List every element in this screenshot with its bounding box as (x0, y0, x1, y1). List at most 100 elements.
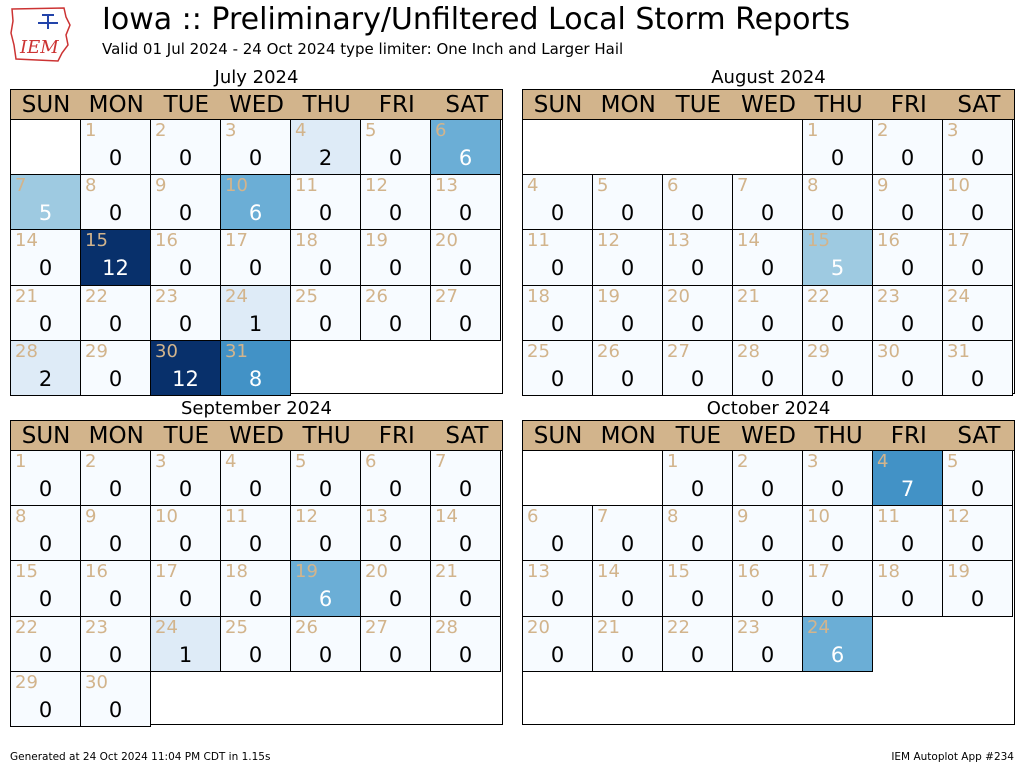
day-value: 0 (108, 201, 123, 226)
day-value: 0 (690, 366, 705, 391)
day-number: 7 (15, 175, 27, 197)
day-number: 22 (807, 285, 830, 307)
day-number: 14 (435, 506, 458, 528)
day-cell: 16 0 (80, 560, 151, 617)
day-number: 21 (15, 285, 38, 307)
day-number: 5 (295, 451, 307, 472)
day-value: 0 (108, 366, 123, 391)
day-number: 31 (947, 340, 970, 362)
day-value: 0 (620, 201, 635, 226)
day-value: 0 (970, 366, 985, 391)
day-number: 24 (807, 616, 830, 638)
day-number: 14 (737, 230, 760, 252)
day-number: 22 (85, 285, 108, 307)
day-cell: 20 0 (360, 560, 431, 617)
day-number: 26 (365, 285, 388, 307)
day-number: 5 (597, 175, 609, 197)
day-value: 0 (38, 256, 53, 281)
weekday-label: TUE (163, 92, 210, 118)
day-number: 4 (225, 451, 237, 472)
weekday-label: MON (600, 423, 656, 449)
day-value: 0 (248, 587, 263, 612)
day-value: 0 (900, 532, 915, 557)
day-value: 0 (38, 532, 53, 557)
day-value: 0 (830, 146, 845, 170)
day-cell: 10 0 (802, 505, 873, 562)
day-number: 7 (737, 175, 749, 197)
day-number: 9 (877, 175, 889, 197)
day-cell: 12 0 (942, 505, 1013, 562)
day-value: 1 (248, 311, 263, 336)
day-number: 21 (435, 561, 458, 583)
day-cell: 16 0 (150, 229, 221, 286)
day-number: 13 (527, 561, 550, 583)
weekday-label: WED (229, 92, 284, 118)
day-number: 31 (225, 340, 248, 362)
day-number: 28 (737, 340, 760, 362)
weekday-label: SUN (533, 92, 583, 118)
day-value: 0 (318, 201, 333, 226)
day-number: 10 (155, 506, 178, 528)
weekday-label: WED (741, 423, 796, 449)
day-number: 6 (365, 451, 377, 472)
day-cell: 18 0 (522, 284, 593, 341)
day-value: 12 (172, 366, 199, 391)
day-value: 6 (830, 642, 845, 667)
day-number: 17 (225, 230, 248, 252)
day-value: 1 (178, 642, 193, 667)
logo-text: IEM (19, 37, 59, 58)
day-value: 0 (388, 146, 403, 170)
day-number: 17 (947, 230, 970, 252)
day-number: 19 (365, 230, 388, 252)
day-value: 0 (690, 201, 705, 226)
day-cell: 17 0 (942, 229, 1013, 286)
day-value: 0 (458, 642, 473, 667)
day-value: 0 (248, 146, 263, 170)
day-value: 0 (318, 311, 333, 336)
day-cell: 22 0 (80, 284, 151, 341)
day-number: 14 (597, 561, 620, 583)
day-number: 14 (15, 230, 38, 252)
day-number: 8 (667, 506, 679, 528)
day-value: 2 (38, 366, 53, 391)
day-number: 2 (85, 451, 97, 472)
day-cell: 13 0 (522, 560, 593, 617)
weekday-header: SUN MON TUE WED THU FRI SAT (10, 420, 503, 451)
day-number: 1 (85, 120, 97, 141)
day-number: 2 (155, 120, 167, 141)
day-number: 3 (155, 451, 167, 472)
day-value: 0 (620, 532, 635, 557)
day-value: 0 (38, 642, 53, 667)
day-value: 0 (388, 477, 403, 501)
day-value: 0 (458, 532, 473, 557)
weekday-label: THU (814, 423, 863, 449)
day-number: 30 (155, 340, 178, 362)
day-number: 1 (807, 120, 819, 141)
day-number: 27 (435, 285, 458, 307)
day-cell: 12 0 (360, 174, 431, 231)
day-cell: 28 0 (732, 339, 803, 396)
day-value: 0 (38, 311, 53, 336)
month-grid: 1 0 2 0 3 0 4 7 5 0 6 0 7 0 8 0 9 0 10 0 11 0 12 0 13 0 14 0 15 0 16 0 1… (522, 450, 1015, 725)
month-grid: 1 0 2 0 3 0 4 2 5 0 6 6 7 5 8 0 9 0 10 6 11 0 12 0 13 0 14 0 15 12 16 0… (10, 119, 503, 396)
day-value: 0 (830, 587, 845, 612)
day-value: 0 (550, 256, 565, 281)
day-value: 0 (388, 201, 403, 226)
weekday-label: THU (302, 92, 351, 118)
day-value: 6 (318, 587, 333, 612)
day-value: 0 (970, 201, 985, 226)
day-number: 12 (597, 230, 620, 252)
weekday-label: SAT (957, 92, 1001, 118)
day-cell: 25 0 (522, 339, 593, 396)
